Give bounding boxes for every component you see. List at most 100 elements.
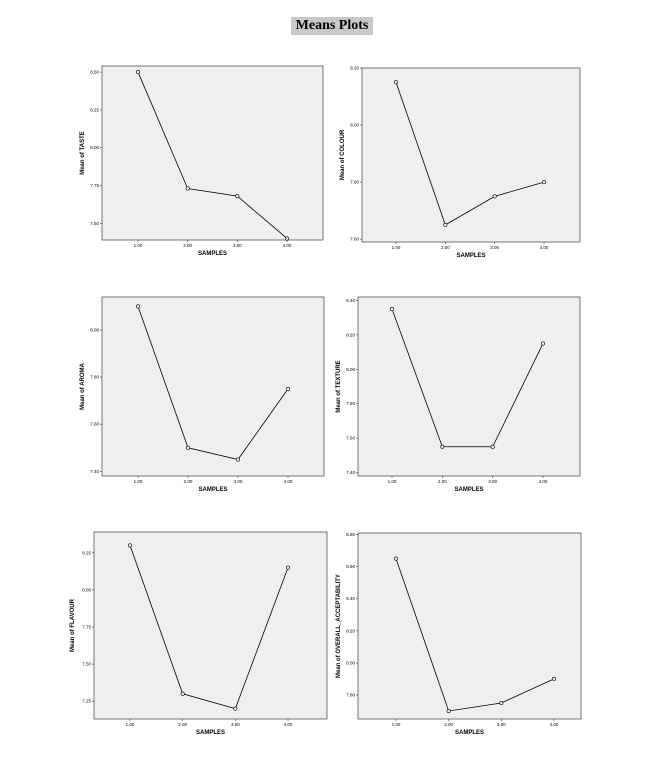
y-axis-title: Mean of COLOUR bbox=[340, 129, 346, 180]
y-tick-label: 7.80 bbox=[346, 692, 355, 697]
data-point bbox=[446, 708, 451, 713]
y-tick-label: 8.00 bbox=[90, 145, 99, 150]
x-tick-label: 4.00 bbox=[540, 245, 549, 250]
y-tick-label: 7.60 bbox=[350, 237, 359, 242]
plot-area: 7.60 7.80 8.00 8.20 1.00 2.00 3.00 4.00 SAMPLES M… bbox=[340, 66, 581, 259]
data-point bbox=[235, 194, 240, 199]
y-tick-label: 7.80 bbox=[346, 401, 355, 406]
y-tick-label: 8.00 bbox=[82, 587, 91, 592]
y-tick-label: 7.50 bbox=[90, 221, 99, 226]
x-tick-label: 4.00 bbox=[283, 243, 292, 248]
y-tick-label: 8.40 bbox=[346, 596, 355, 601]
x-tick-label: 4.00 bbox=[284, 479, 293, 484]
x-tick-label: 3.00 bbox=[497, 722, 506, 727]
series-line bbox=[137, 306, 289, 460]
x-axis-title: SAMPLES bbox=[455, 730, 484, 736]
y-tick-label: 8.80 bbox=[346, 532, 355, 537]
data-point bbox=[541, 341, 546, 346]
x-tick-label: 3.00 bbox=[231, 722, 240, 727]
x-tick-label: 4.00 bbox=[550, 722, 559, 727]
y-tick-label: 8.20 bbox=[346, 628, 355, 633]
chart-texture: 7.40 7.60 7.80 8.00 8.20 8.40 1.00 2.00 3.00 4.00… bbox=[336, 296, 581, 493]
y-tick-label: 7.60 bbox=[346, 436, 355, 441]
x-tick-label: 4.00 bbox=[539, 479, 548, 484]
plot-area: 7.25 7.50 7.75 8.00 8.25 1.00 2.00 3.00 4.00 SAMP… bbox=[70, 531, 328, 736]
x-axis-title: SAMPLES bbox=[198, 251, 227, 257]
data-point bbox=[542, 180, 547, 185]
y-tick-label: 7.75 bbox=[82, 624, 91, 629]
data-point bbox=[499, 700, 504, 705]
x-tick-label: 2.00 bbox=[441, 245, 450, 250]
x-axis-title: SAMPLES bbox=[198, 487, 227, 493]
plot-frame bbox=[357, 532, 582, 720]
x-tick-label: 2.00 bbox=[438, 479, 447, 484]
y-tick-label: 7.50 bbox=[82, 662, 91, 667]
y-tick-label: 8.00 bbox=[346, 660, 355, 665]
data-point bbox=[285, 236, 290, 241]
series-line bbox=[129, 545, 289, 710]
y-tick-label: 7.80 bbox=[90, 375, 99, 380]
x-tick-label: 3.00 bbox=[488, 479, 497, 484]
x-tick-label: 1.00 bbox=[392, 245, 401, 250]
plot-area: 7.40 7.60 7.80 8.00 8.20 8.40 1.00 2.00 3.00 4.00… bbox=[336, 296, 581, 493]
data-point bbox=[136, 70, 141, 75]
data-point bbox=[180, 691, 185, 696]
chart-overall-acceptability: 7.80 8.00 8.20 8.40 8.60 8.80 1.00 2.00 3.00 4.00… bbox=[336, 532, 582, 736]
y-tick-label: 8.25 bbox=[90, 107, 99, 112]
y-axis-title: Mean of TEXTURE bbox=[336, 360, 342, 412]
chart-colour: 7.60 7.80 8.00 8.20 1.00 2.00 3.00 4.00 SAMPLES M… bbox=[340, 66, 581, 259]
data-point bbox=[233, 706, 238, 711]
x-tick-label: 4.00 bbox=[284, 722, 293, 727]
y-axis-title: Mean of OVERALL_ACCEPTABILITY bbox=[336, 574, 342, 678]
data-point bbox=[185, 186, 190, 191]
x-axis-title: SAMPLES bbox=[454, 487, 483, 493]
x-tick-label: 2.00 bbox=[184, 479, 193, 484]
y-tick-label: 8.40 bbox=[346, 298, 355, 303]
chart-taste: 7.50 7.75 8.00 8.25 8.50 1.00 2.00 3.00 4.00 SAMP… bbox=[80, 65, 324, 257]
x-tick-label: 1.00 bbox=[126, 722, 135, 727]
plot-area: 7.80 8.00 8.20 8.40 8.60 8.80 1.00 2.00 3.00 4.00… bbox=[336, 532, 582, 736]
data-point bbox=[443, 222, 448, 227]
y-axis-title: Mean of AROMA bbox=[80, 362, 86, 409]
x-tick-label: 2.00 bbox=[183, 243, 192, 248]
data-point bbox=[492, 194, 497, 199]
plot-frame bbox=[101, 296, 325, 477]
data-point bbox=[286, 386, 291, 391]
chart-aroma: 7.40 7.60 7.80 8.00 1.00 2.00 3.00 4.00 SAMPLES M… bbox=[80, 296, 325, 493]
x-tick-label: 2.00 bbox=[178, 722, 187, 727]
series-line bbox=[395, 558, 555, 712]
plot-frame bbox=[101, 65, 324, 241]
data-point bbox=[394, 80, 399, 85]
data-point bbox=[286, 565, 291, 570]
y-tick-label: 8.50 bbox=[90, 70, 99, 75]
plot-area: 7.40 7.60 7.80 8.00 1.00 2.00 3.00 4.00 SAMPLES M… bbox=[80, 296, 325, 493]
y-tick-label: 8.25 bbox=[82, 550, 91, 555]
x-tick-label: 3.00 bbox=[490, 245, 499, 250]
chart-flavour: 7.25 7.50 7.75 8.00 8.25 1.00 2.00 3.00 4.00 SAMP… bbox=[70, 531, 328, 736]
series-line bbox=[137, 71, 288, 239]
plot-frame bbox=[361, 67, 581, 243]
y-tick-label: 7.40 bbox=[90, 469, 99, 474]
x-tick-label: 1.00 bbox=[134, 243, 143, 248]
y-tick-label: 8.00 bbox=[350, 123, 359, 128]
plot-area: 7.50 7.75 8.00 8.25 8.50 1.00 2.00 3.00 4.00 SAMP… bbox=[80, 65, 324, 257]
plot-frame bbox=[357, 296, 581, 477]
y-tick-label: 7.75 bbox=[90, 183, 99, 188]
x-axis-title: SAMPLES bbox=[196, 730, 225, 736]
y-tick-label: 7.80 bbox=[350, 180, 359, 185]
data-point bbox=[236, 457, 241, 462]
y-tick-label: 8.00 bbox=[346, 367, 355, 372]
data-point bbox=[394, 556, 399, 561]
x-axis-title: SAMPLES bbox=[456, 253, 485, 259]
series-line bbox=[391, 308, 544, 448]
y-tick-label: 8.20 bbox=[350, 66, 359, 71]
y-tick-label: 7.60 bbox=[90, 422, 99, 427]
y-tick-label: 8.20 bbox=[346, 332, 355, 337]
y-tick-label: 7.25 bbox=[82, 699, 91, 704]
data-point bbox=[128, 543, 133, 548]
x-tick-label: 3.00 bbox=[233, 243, 242, 248]
data-point bbox=[390, 307, 395, 312]
data-point bbox=[490, 444, 495, 449]
plot-frame bbox=[93, 531, 328, 720]
series-line bbox=[395, 82, 545, 226]
